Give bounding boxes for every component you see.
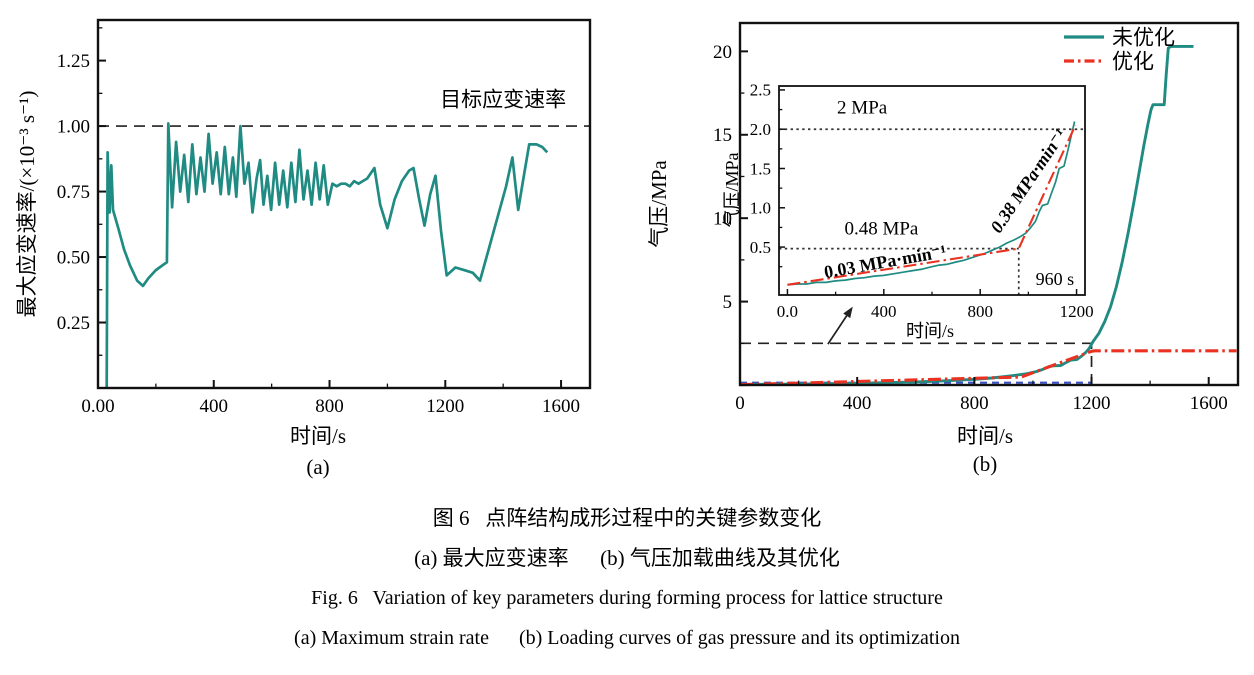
y-tick-label: 20: [713, 42, 732, 63]
x-tick-label: 800: [967, 302, 993, 321]
y-tick-label: 0.50: [57, 247, 90, 268]
caption-cn-sub: (a) 最大应变速率 (b) 气压加载曲线及其优化: [414, 546, 840, 570]
legend-label: 优化: [1112, 50, 1154, 74]
x-tick-label: 0.00: [81, 396, 114, 417]
x-tick-label: 1200: [1060, 302, 1094, 321]
x-axis-label: 时间/s: [957, 424, 1013, 448]
plot-background: [779, 86, 1085, 295]
panel-label: (a): [306, 455, 329, 479]
x-axis-label: 时间/s: [290, 424, 346, 448]
target-strain-rate-label: 目标应变速率: [440, 87, 566, 111]
y-axis-label: 气压/MPa: [722, 152, 742, 227]
caption-en-sub: (a) Maximum strain rate (b) Loading curv…: [294, 627, 960, 649]
y-tick-label: 10: [713, 209, 732, 230]
y-tick-label: 0.5: [750, 238, 771, 257]
panel-label: (b): [973, 452, 998, 476]
inset-pointer-arrow: [827, 315, 848, 345]
y-tick-label: 1.5: [750, 159, 771, 178]
x-tick-label: 400: [843, 393, 872, 414]
max-strain-rate-curve: [105, 122, 549, 389]
x-tick-label: 800: [960, 393, 989, 414]
label-048mpa: 0.48 MPa: [844, 219, 918, 240]
x-tick-label: 1200: [426, 396, 464, 417]
x-tick-label: 800: [315, 396, 344, 417]
figure-captions: 图 6 点阵结构成形过程中的关键参数变化 (a) 最大应变速率 (b) 气压加载…: [0, 498, 1254, 658]
caption-en-title: Fig. 6 Variation of key parameters durin…: [311, 587, 943, 609]
plot-frame: [738, 21, 1240, 387]
chart-b-inset-zoom: 0.0 400 800 1200 0.5 1.0 1.5 2.0 2.5 时间/s 气压/MPa 2 …: [722, 81, 1094, 341]
x-tick-label: 400: [200, 396, 229, 417]
x-tick-label: 0: [735, 393, 745, 414]
x-tick-label: 400: [871, 302, 897, 321]
caption-cn-title: 图 6 点阵结构成形过程中的关键参数变化: [432, 506, 822, 530]
plot-frame: [96, 18, 592, 390]
y-tick-label: 0.25: [57, 313, 90, 334]
y-tick-label: 5: [723, 292, 733, 313]
legend-label: 未优化: [1112, 26, 1175, 50]
y-tick-label: 2.5: [750, 81, 771, 100]
y-axis-label: 气压/MPa: [647, 160, 671, 248]
y-tick-label: 15: [713, 125, 732, 146]
y-tick-label: 1.00: [57, 117, 90, 138]
label-2mpa: 2 MPa: [837, 98, 888, 119]
x-tick-label: 1600: [542, 396, 580, 417]
x-tick-label: 0.0: [777, 302, 798, 321]
y-axis-label: 最大应变速率/(×10⁻³ s⁻¹): [15, 91, 39, 318]
x-tick-label: 1200: [1073, 393, 1111, 414]
y-tick-label: 0.75: [57, 182, 90, 203]
inset-pointer-arrowhead: [843, 306, 853, 319]
y-tick-label: 1.25: [57, 51, 90, 72]
label-960s: 960 s: [1036, 269, 1075, 289]
inset-unoptimized-curve: [787, 121, 1076, 286]
y-tick-label: 1.0: [750, 199, 771, 218]
x-tick-label: 1600: [1190, 393, 1228, 414]
inset-optimized-curve: [787, 124, 1077, 286]
optimized-curve: [739, 349, 1237, 387]
chart-a-max-strain-rate: 0.00 400 800 1200 1600 0.25 0.50 0.75 1.00 1.25 时间…: [15, 18, 592, 479]
x-axis-label: 时间/s: [906, 321, 954, 341]
y-tick-label: 2.0: [750, 120, 771, 139]
